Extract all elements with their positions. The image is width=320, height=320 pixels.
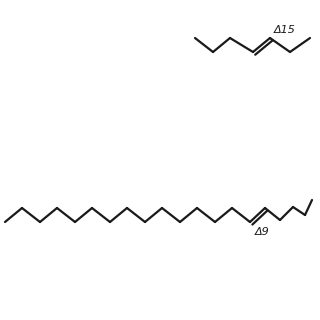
Text: Δ9: Δ9 [255, 227, 270, 237]
Text: Δ15: Δ15 [274, 25, 296, 35]
